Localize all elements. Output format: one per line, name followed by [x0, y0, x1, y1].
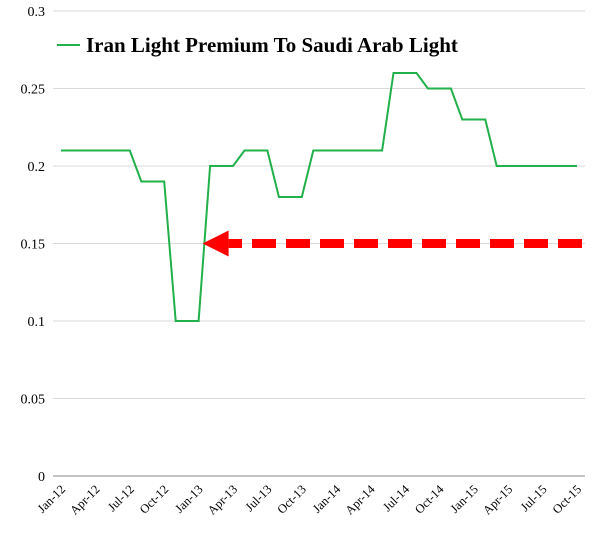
- x-tick-label: Jul-13: [243, 482, 275, 514]
- y-tick-label: 0.05: [21, 393, 46, 408]
- x-tick-label: Apr-13: [205, 482, 240, 517]
- annotation-arrow-head: [202, 230, 229, 257]
- series-lines: [61, 72, 577, 322]
- y-tick-label: 0.15: [21, 238, 46, 253]
- y-tick-labels: 0 0.05 0.1 0.15 0.2 0.25 0.3: [21, 5, 46, 485]
- x-tick-label: Jan-13: [172, 482, 205, 515]
- x-tick-label: Jan-12: [35, 482, 68, 515]
- x-tick-label: Jul-14: [380, 482, 413, 515]
- y-tick-label: 0.1: [28, 315, 46, 330]
- y-tick-label: 0.2: [28, 160, 46, 175]
- legend-label: Iran Light Premium To Saudi Arab Light: [86, 33, 458, 57]
- x-tick-label: Apr-15: [480, 482, 515, 517]
- x-tick-label: Oct-12: [137, 482, 171, 516]
- x-tick-label: Apr-12: [67, 482, 102, 517]
- x-tick-labels: Jan-12 Apr-12 Jul-12 Oct-12 Jan-13 Apr-13 Jul-…: [35, 482, 584, 518]
- x-tick-label: Oct-14: [412, 482, 447, 517]
- series-line: [61, 72, 577, 322]
- x-tick-label: Jan-15: [447, 482, 480, 515]
- gridlines: [53, 10, 585, 399]
- y-tick-label: 0.3: [28, 5, 46, 20]
- annotations: [202, 230, 582, 257]
- x-tick-label: Oct-15: [550, 482, 584, 516]
- legend: Iran Light Premium To Saudi Arab Light: [57, 33, 458, 57]
- x-tick-label: Apr-14: [342, 482, 378, 518]
- x-tick-label: Jul-12: [105, 482, 137, 514]
- x-tick-label: Oct-13: [274, 482, 308, 516]
- y-tick-label: 0: [38, 470, 45, 485]
- x-tick-label: Jul-15: [518, 482, 550, 514]
- x-tick-label: Jan-14: [310, 482, 344, 516]
- y-tick-label: 0.25: [21, 83, 46, 98]
